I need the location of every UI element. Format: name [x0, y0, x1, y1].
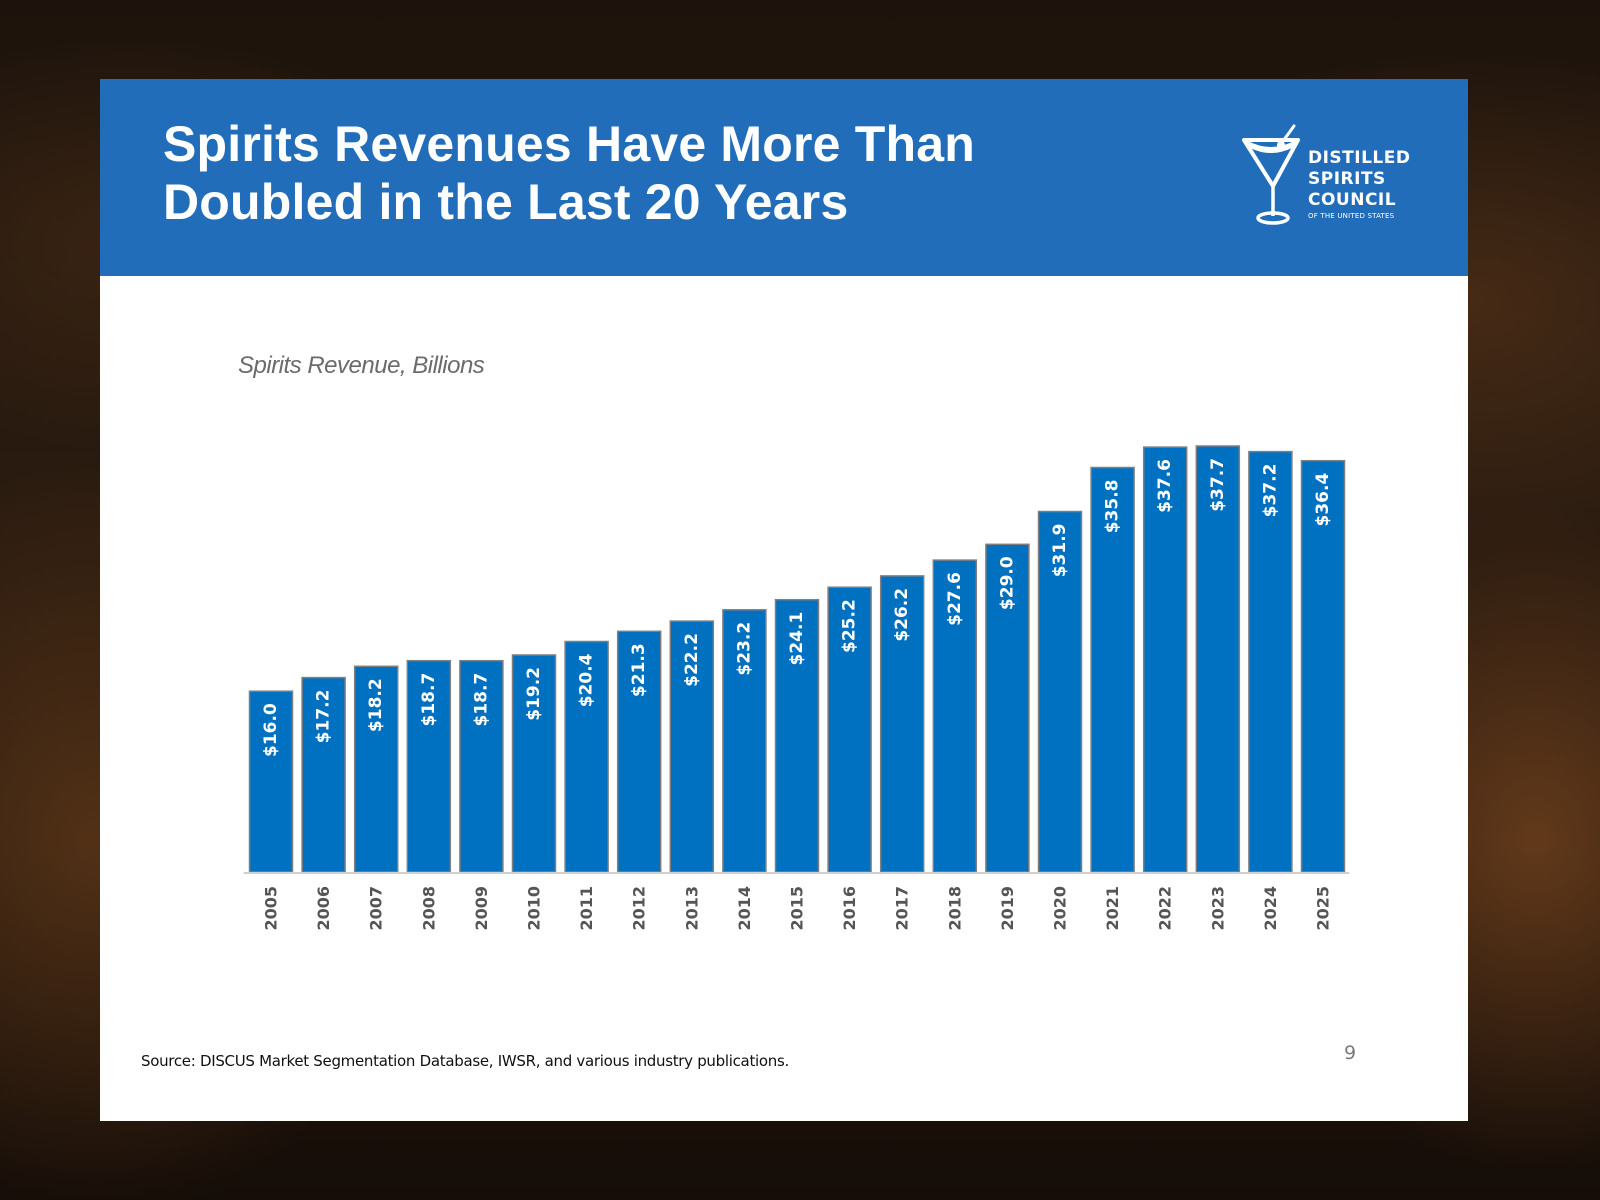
x-tick-label: 2024 — [1261, 886, 1280, 931]
slide-title: Spirits Revenues Have More Than Doubled … — [163, 115, 975, 231]
bar-group: $23.2 2014 — [722, 609, 767, 931]
source-note: Source: DISCUS Market Segmentation Datab… — [141, 1052, 789, 1070]
x-tick-label: 2010 — [525, 886, 544, 931]
data-label: $26.2 — [892, 588, 912, 642]
bar — [353, 665, 399, 873]
x-tick-label: 2005 — [262, 886, 281, 931]
x-tick-label: 2018 — [945, 886, 964, 931]
x-tick-label: 2013 — [682, 886, 701, 931]
data-label: $20.4 — [577, 653, 597, 707]
bar — [511, 654, 557, 873]
x-tick-label: 2015 — [788, 886, 807, 931]
bar — [1300, 459, 1346, 873]
slide-header: Spirits Revenues Have More Than Doubled … — [100, 79, 1468, 276]
data-label: $37.7 — [1208, 458, 1228, 512]
x-tick-label: 2017 — [893, 886, 912, 931]
bar-chart: $16.02005$17.22006$18.22007$18.72008$18.… — [243, 445, 1350, 931]
x-tick-label: 2007 — [367, 886, 386, 931]
page-number: 9 — [1344, 1042, 1357, 1064]
bar — [932, 559, 978, 873]
x-tick-label: 2011 — [577, 886, 596, 931]
bar — [774, 598, 820, 873]
bar — [985, 543, 1030, 873]
bar — [616, 630, 662, 873]
x-tick-label: 2021 — [1103, 886, 1122, 931]
bar-group: $19.2 2010 — [511, 654, 557, 931]
bar — [406, 659, 452, 873]
data-label: $37.2 — [1260, 464, 1280, 518]
discus-logo: DISTILLED SPIRITS COUNCIL OF THE UNITED … — [1240, 124, 1430, 229]
bar — [564, 640, 609, 873]
bar — [248, 690, 294, 873]
bar — [1142, 446, 1188, 873]
bar-group: $21.3 2012 — [616, 630, 662, 931]
bar-group: $27.6 2018 — [932, 559, 978, 931]
x-tick-label: 2025 — [1314, 886, 1333, 931]
bar-group: $37.2 2024 — [1248, 450, 1293, 931]
bar-group: $18.7 2009 — [459, 659, 504, 931]
bar-group: $35.8 2021 — [1090, 466, 1135, 931]
slide: Spirits Revenues Have More Than Doubled … — [100, 79, 1468, 1121]
data-label: $31.9 — [1050, 524, 1070, 578]
bar-group: $31.9 2020 — [1037, 510, 1083, 931]
bar-group: $37.6 2022 — [1142, 446, 1188, 931]
bar-group: $37.7 2023 — [1195, 445, 1241, 931]
bar-group: $24.1 2015 — [774, 598, 820, 931]
data-label: $19.2 — [524, 667, 544, 721]
data-label: $17.2 — [314, 690, 334, 744]
bar — [459, 659, 504, 873]
bar-group: $20.4 2011 — [564, 640, 609, 931]
bar — [669, 620, 715, 873]
bar-group: $26.2 2017 — [879, 575, 925, 931]
x-tick-label: 2008 — [419, 886, 438, 931]
bar-group: $25.2 2016 — [827, 586, 872, 931]
chart-title: Spirits Revenue, Billions — [238, 352, 485, 379]
bar-group: $36.4 2025 — [1300, 459, 1346, 931]
data-label: $18.7 — [419, 673, 439, 727]
logo-line-1: DISTILLED — [1308, 148, 1411, 168]
bar — [1248, 450, 1293, 873]
x-tick-label: 2022 — [1156, 886, 1175, 931]
x-tick-label: 2014 — [735, 886, 754, 931]
bar-group: $22.2 2013 — [669, 620, 715, 931]
bar-group: $29.0 2019 — [985, 543, 1030, 931]
x-tick-label: 2006 — [314, 886, 333, 931]
bar — [1037, 510, 1083, 873]
logo-line-3: COUNCIL — [1308, 190, 1397, 210]
bar — [301, 676, 346, 873]
bar — [722, 609, 767, 873]
bar-group: $18.2 2007 — [353, 665, 399, 931]
x-tick-label: 2023 — [1208, 886, 1227, 931]
bar-group: $18.7 2008 — [406, 659, 452, 931]
bar — [879, 575, 925, 873]
bar-group: $17.2 2006 — [301, 676, 346, 931]
data-label: $16.0 — [261, 703, 281, 757]
slide-title-line-2: Doubled in the Last 20 Years — [163, 174, 849, 230]
data-label: $35.8 — [1103, 480, 1123, 534]
x-tick-label: 2019 — [998, 886, 1017, 931]
data-label: $18.7 — [471, 673, 491, 727]
data-label: $24.1 — [787, 612, 807, 666]
data-label: $21.3 — [629, 643, 649, 697]
logo-line-2: SPIRITS — [1308, 169, 1386, 189]
data-label: $23.2 — [734, 622, 754, 676]
bar — [1090, 466, 1135, 873]
slide-title-line-1: Spirits Revenues Have More Than — [163, 116, 976, 172]
martini-glass-icon — [1242, 124, 1300, 225]
bar — [827, 586, 872, 873]
data-label: $27.6 — [945, 572, 965, 626]
data-label: $36.4 — [1313, 473, 1333, 527]
logo-tagline: OF THE UNITED STATES — [1308, 212, 1395, 220]
data-label: $37.6 — [1155, 459, 1175, 513]
logo-wordmark: DISTILLED SPIRITS COUNCIL OF THE UNITED … — [1308, 148, 1411, 221]
data-label: $25.2 — [840, 599, 860, 653]
bar-group: $16.0 2005 — [248, 690, 294, 931]
x-tick-label: 2009 — [472, 886, 491, 931]
x-tick-label: 2020 — [1051, 886, 1070, 931]
data-label: $18.2 — [366, 678, 386, 732]
x-tick-label: 2016 — [840, 886, 859, 931]
x-tick-label: 2012 — [630, 886, 649, 931]
data-label: $29.0 — [997, 556, 1017, 610]
data-label: $22.2 — [682, 633, 702, 687]
